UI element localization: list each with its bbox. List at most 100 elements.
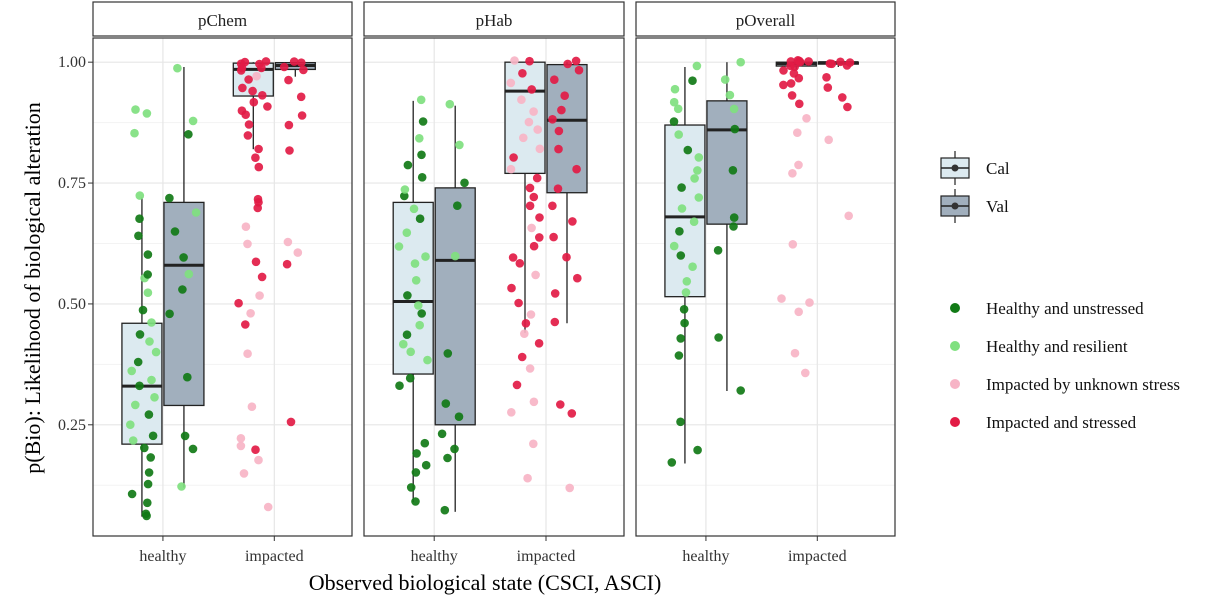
facet-strip [636,2,895,36]
data-point [450,444,459,454]
data-point [234,298,243,308]
data-point [417,173,427,182]
box-body [392,201,434,375]
data-point [440,505,450,515]
data-point [507,408,516,417]
data-point [251,257,261,267]
x-tick-label: impacted [517,548,576,565]
legend-item-unstressed: Healthy and unstressed [950,299,1144,318]
data-point [521,319,531,328]
data-point [251,445,260,455]
data-point [533,125,542,134]
data-point [402,330,412,340]
data-point [400,185,410,194]
data-point [523,473,532,483]
data-point [284,75,293,85]
data-point [184,269,194,279]
data-point [131,400,140,410]
data-point [571,56,581,66]
x-tick-label: impacted [788,548,847,565]
legend-dot [950,417,960,427]
data-point [178,285,187,294]
box-body [546,63,588,194]
y-tick-label: 0.75 [58,175,86,192]
data-point [802,114,811,123]
data-point [667,458,677,467]
data-point [243,239,252,249]
data-point [258,91,267,100]
data-point [150,393,159,402]
data-point [263,502,273,512]
data-point [669,97,679,107]
data-point [805,298,814,307]
data-point [179,253,188,262]
data-point [239,469,249,478]
data-point [524,117,534,127]
data-point [677,204,687,213]
facet-strip-border [92,1,353,37]
data-point [238,83,247,93]
data-point [823,83,833,92]
panel-border [635,37,896,537]
data-point [690,174,699,183]
data-point [143,479,153,489]
data-point [529,107,538,116]
data-point [128,436,138,445]
legend-dot [950,379,960,389]
data-point [143,250,153,259]
data-point [529,192,539,202]
data-point [450,251,460,261]
data-point [165,193,174,203]
data-point [184,130,193,139]
boxplot-healthy-val [163,67,205,488]
data-point [411,276,421,285]
data-point [410,259,420,268]
data-point [535,233,544,242]
data-point [151,347,161,357]
data-point [804,57,813,66]
data-point [568,217,577,226]
data-point [554,126,564,136]
legend-label: Healthy and resilient [986,337,1128,356]
data-point [556,400,565,409]
legend-dot [950,341,960,351]
data-point [131,105,140,114]
data-point [565,483,574,493]
data-point [729,222,738,231]
data-point [183,372,192,382]
data-point [526,310,536,319]
data-point [257,272,267,282]
data-point [730,124,740,134]
data-point [794,307,803,317]
data-point [527,223,536,233]
legend-item-stressed: Impacted and stressed [950,413,1137,432]
data-point [453,201,462,210]
data-point [147,318,156,327]
data-point [515,259,525,268]
data-point [437,429,447,439]
data-point [135,191,145,200]
data-point [525,201,535,211]
data-point [786,79,796,88]
data-point [248,86,257,96]
data-point [777,294,786,303]
data-point [140,443,149,453]
data-point [135,381,144,391]
data-point [681,288,691,297]
data-point [525,364,535,373]
data-point [460,178,469,188]
data-point [676,334,685,343]
legend-key-point [951,164,959,172]
data-point [417,309,427,318]
data-point [236,434,246,443]
data-point [400,191,409,201]
data-point [514,298,523,308]
legend-label: Cal [986,159,1010,178]
data-point [736,386,745,395]
data-point [845,58,855,67]
legend-label: Impacted and stressed [986,413,1137,432]
data-point [557,105,566,115]
y-tick-label: 0.25 [58,417,86,434]
facet-strip-label: pChem [198,11,247,30]
